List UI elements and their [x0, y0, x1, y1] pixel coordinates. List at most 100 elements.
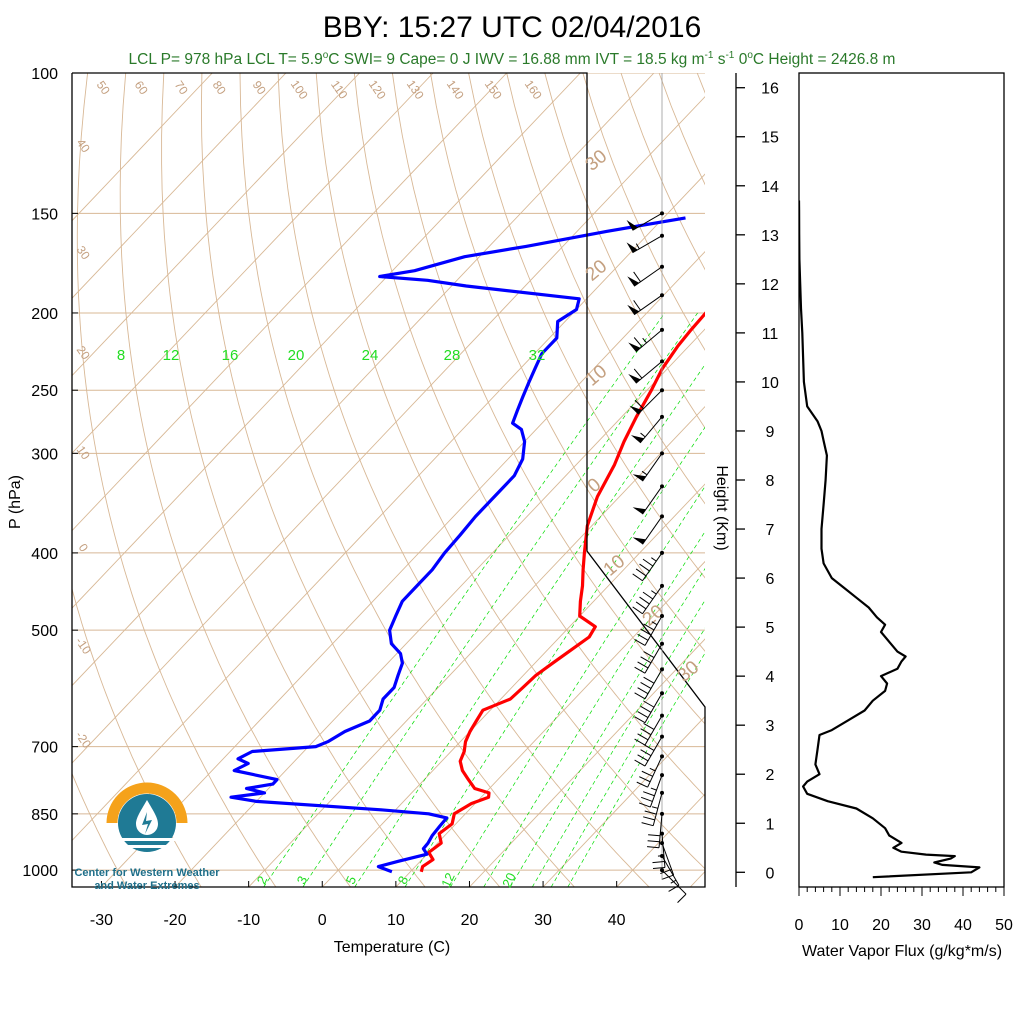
mixing-ratio-label: 5: [343, 874, 360, 887]
mixing-ratio-label: 8: [395, 874, 412, 887]
isotherm-line: [101, 251, 705, 887]
isotherm-line: [616, 793, 705, 887]
isotherm-line: [764, 73, 1024, 887]
wind-barb: [634, 734, 664, 767]
wv-x-tick-label: 10: [831, 917, 849, 934]
mixing-ratio-line: [567, 652, 705, 887]
dry-adiabat-label: 110: [328, 78, 351, 102]
dry-adiabat-line: [72, 587, 202, 887]
dry-adiabat-line: [200, 73, 501, 887]
y-tick-label: 100: [31, 66, 58, 83]
dry-adiabat-line: [582, 73, 705, 351]
summary-zero-height-rest: C Height = 2426.8 m: [753, 51, 896, 68]
wv-x-tick-label: 20: [872, 917, 890, 934]
wv-y-tick-label: 5: [766, 620, 775, 637]
dry-adiabat-label: 100: [288, 77, 311, 102]
summary-lcl-p: LCL P= 978 hPa: [129, 51, 243, 68]
dry-adiabat-line: [72, 772, 127, 887]
dry-adiabat-line: [468, 73, 705, 579]
wv-frame: [798, 72, 1005, 888]
isotherm-line: [72, 73, 213, 222]
wind-barb: [641, 790, 664, 827]
y-tick-label: 200: [31, 306, 58, 323]
wind-barb: [626, 211, 664, 231]
isotherm-line: [72, 73, 434, 454]
mixing-ratio-line: [483, 530, 705, 887]
summary-ivt: IVT = 18.5 kg m: [595, 51, 705, 68]
y-tick-label: 150: [31, 206, 58, 223]
moist-adiabat-label: 10: [600, 551, 630, 581]
wind-barb: [629, 388, 664, 415]
wind-barb: [634, 614, 664, 646]
wind-barb: [632, 550, 664, 582]
wv-y-tick-label: 14: [761, 179, 779, 196]
summary-zero-height: 0: [739, 51, 748, 68]
dry-adiabat-label: 20: [74, 343, 93, 362]
dry-adiabat-line: [315, 73, 705, 870]
isotherm-line: [321, 483, 705, 887]
x-axis-label: Temperature (C): [334, 939, 450, 956]
dry-adiabat-line: [696, 73, 705, 94]
y-tick-label: 1000: [22, 863, 58, 880]
wind-barb: [652, 831, 666, 870]
logo-drop-mark: [142, 812, 152, 834]
wv-x-tick-label: 0: [795, 917, 804, 934]
wind-barb: [628, 327, 664, 353]
logo-text-line1: Center for Western Weather: [74, 867, 220, 879]
wv-y-tick-label: 7: [766, 522, 775, 539]
dry-adiabat-label: 90: [250, 78, 269, 97]
dry-adiabat-line: [76, 73, 277, 887]
wind-barb: [634, 691, 664, 724]
wind-barb: [634, 667, 664, 700]
dry-adiabat-label: 70: [172, 78, 191, 97]
dry-adiabat-line: [239, 73, 575, 887]
wv-y-tick-label: 10: [761, 375, 779, 392]
wind-barb: [632, 583, 664, 615]
dry-adiabat-line: [506, 73, 705, 505]
y-tick-label: 250: [31, 383, 58, 400]
dry-adiabat-line: [391, 73, 705, 725]
x-tick-label: 10: [387, 912, 405, 929]
dry-adiabat-label: 140: [444, 77, 467, 102]
y-tick-label: 400: [31, 546, 58, 563]
isotherm-line: [542, 715, 705, 887]
summary-iwv: IWV = 16.88 mm: [475, 51, 591, 68]
x-tick-label: -10: [237, 912, 260, 929]
wind-barb: [634, 713, 664, 746]
dry-adiabat-line: [161, 73, 426, 887]
wv-y-tick-label: 8: [766, 473, 775, 490]
isotherm-line: [72, 73, 581, 609]
mixing-ratio-line: [450, 485, 705, 887]
wind-barb: [626, 233, 664, 254]
skew-t-frame: [71, 72, 706, 888]
dry-adiabat-label: 130: [404, 77, 427, 102]
isotherm-line: [72, 73, 655, 687]
wv-y-tick-label: 16: [761, 81, 779, 98]
wv-y-axis-label: Height (Km): [713, 465, 730, 550]
wv-y-tick-label: 6: [766, 571, 775, 588]
x-tick-label: 30: [534, 912, 552, 929]
isotherm-line: [72, 96, 705, 764]
wv-y-tick-label: 3: [766, 718, 775, 735]
dry-adiabat-line: [353, 73, 705, 798]
mixing-ratio-label: 24: [362, 347, 379, 364]
dry-adiabat-line: [773, 73, 1024, 887]
x-tick-label: 40: [608, 912, 626, 929]
mixing-ratio-label: 32: [529, 347, 546, 364]
wv-y-tick-label: 4: [766, 669, 775, 686]
chart-title: BBY: 15:27 UTC 02/04/2016: [323, 11, 702, 44]
dry-adiabat-label: 30: [74, 243, 93, 262]
isotherm-line: [395, 560, 705, 887]
mixing-ratio-label: 28: [444, 347, 461, 364]
dry-adiabat-label: 50: [94, 78, 113, 97]
summary-cape: Cape= 0 J: [399, 51, 470, 68]
wind-barb: [630, 414, 664, 444]
y-tick-label: 500: [31, 623, 58, 640]
wind-barb: [636, 754, 664, 788]
wind-barb: [632, 484, 664, 515]
y-tick-label: 700: [31, 740, 58, 757]
summary-lcl-t-unit: C: [328, 51, 339, 68]
dry-adiabat-label: -20: [73, 729, 95, 752]
cw3e-logo: Center for Western Weather and Water Ext…: [74, 782, 220, 892]
wv-y-tick-label: 9: [766, 424, 775, 441]
